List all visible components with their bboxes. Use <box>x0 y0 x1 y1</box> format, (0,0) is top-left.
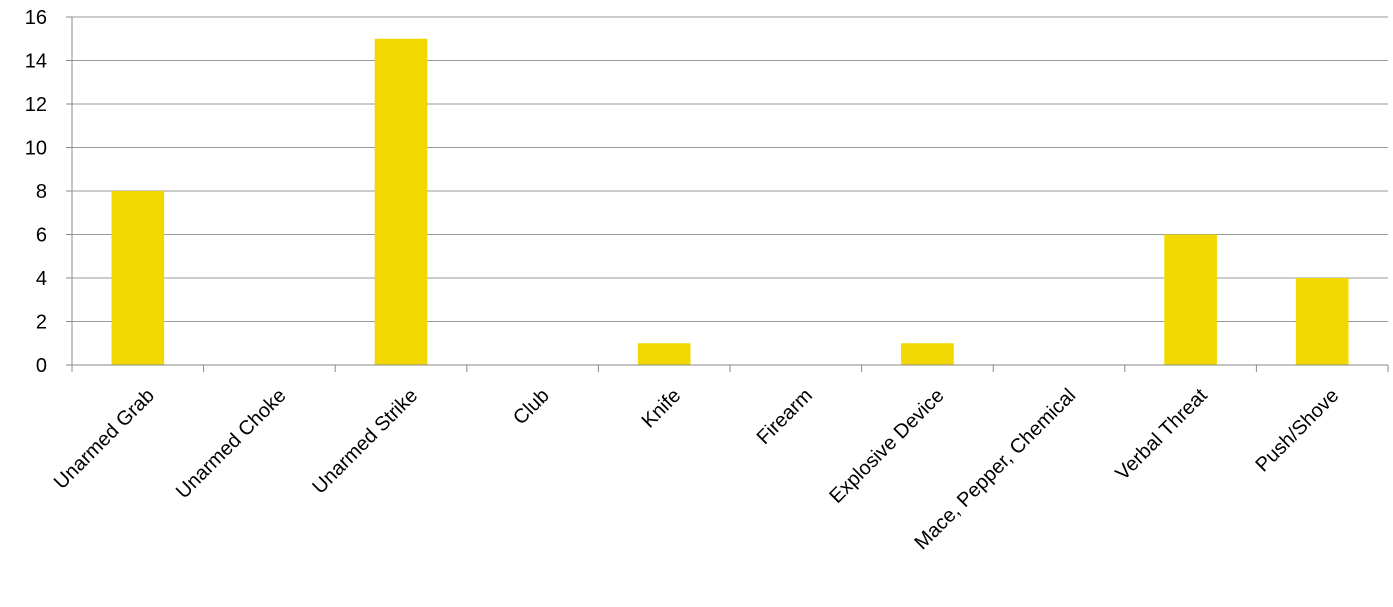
bar <box>1295 278 1349 365</box>
bar <box>1164 234 1217 365</box>
bar <box>374 38 428 365</box>
y-tick-label: 6 <box>36 225 47 247</box>
x-category-label: Explosive Device <box>825 385 948 508</box>
bar <box>111 191 165 365</box>
y-tick-labels: 0 2 4 6 8 10 12 14 16 <box>25 7 72 377</box>
bar <box>637 343 691 365</box>
x-category-label: Club <box>509 385 554 430</box>
bars <box>111 38 1349 365</box>
y-tick-label: 2 <box>36 312 47 334</box>
x-category-label: Unarmed Choke <box>172 385 291 504</box>
x-category-label: Unarmed Grab <box>50 385 159 494</box>
y-tick-label: 8 <box>36 181 47 203</box>
x-category-label: Push/Shove <box>1252 385 1344 477</box>
x-tick-marks <box>71 365 1389 372</box>
x-category-labels: Unarmed Grab Unarmed Choke Unarmed Strike C… <box>50 384 1343 554</box>
y-tick-label: 0 <box>36 355 47 377</box>
x-category-label: Verbal Threat <box>1112 384 1213 485</box>
y-tick-label: 12 <box>25 94 47 116</box>
bar <box>901 343 954 365</box>
x-category-label: Knife <box>638 385 686 433</box>
x-category-label: Firearm <box>753 385 817 449</box>
gridlines <box>72 16 1388 322</box>
y-tick-label: 10 <box>25 138 47 160</box>
x-category-label: Unarmed Strike <box>308 385 422 499</box>
y-tick-label: 14 <box>25 51 47 73</box>
y-tick-label: 16 <box>25 7 47 29</box>
y-tick-label: 4 <box>36 268 47 290</box>
